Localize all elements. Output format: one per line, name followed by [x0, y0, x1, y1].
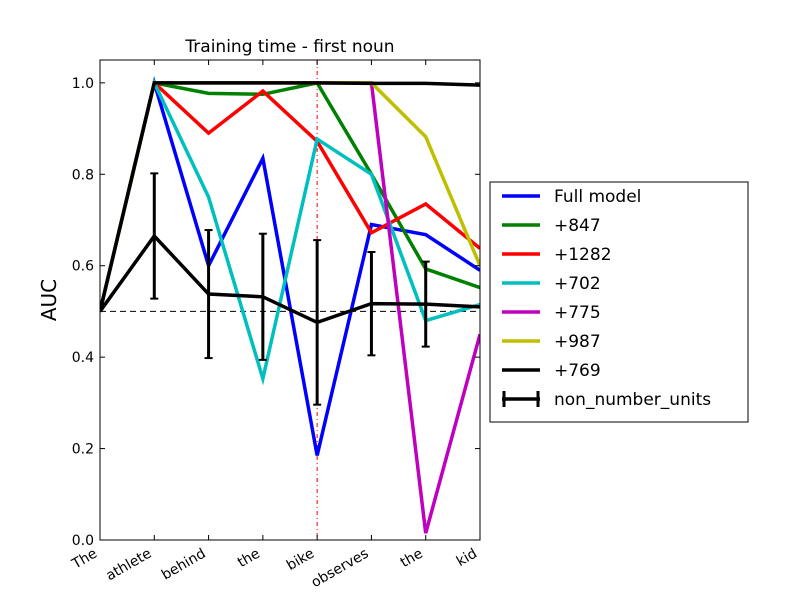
y-tick-label: 0.0	[72, 533, 94, 549]
y-tick-label: 0.8	[72, 167, 94, 183]
y-tick-label: 0.4	[72, 350, 94, 366]
legend-entry-+769: +769	[502, 361, 601, 381]
y-axis-label: AUC	[37, 279, 61, 321]
svg-text:+987: +987	[554, 332, 601, 352]
series-line-+1282	[100, 79, 480, 312]
legend-entry-+702: +702	[502, 274, 601, 294]
legend-entry-+987: +987	[502, 332, 601, 352]
y-tick-label: 0.6	[72, 259, 94, 275]
legend-entry-non_number_units: non_number_units	[502, 390, 711, 410]
y-tick-label: 1.0	[72, 76, 94, 92]
error-bar-observes	[367, 251, 376, 357]
series-line-+769	[100, 81, 480, 312]
svg-text:+769: +769	[554, 361, 601, 381]
series-line-+702	[100, 77, 480, 386]
legend-entry-+847: +847	[502, 216, 601, 236]
legend: Full model +847 +1282 +702 +775 +987 +769 non_n…	[489, 181, 749, 423]
svg-text:+847: +847	[554, 216, 601, 236]
series-line-+847	[100, 80, 480, 312]
legend-entry-+1282: +1282	[502, 245, 612, 265]
plot-frame	[99, 59, 481, 541]
y-tick-label: 0.2	[72, 442, 94, 458]
svg-text:+775: +775	[554, 303, 601, 323]
legend-entry-Full model: Full model	[502, 187, 641, 207]
series-line-Full model	[100, 76, 480, 456]
chart-title: Training time - first noun	[184, 37, 394, 57]
plot-content	[100, 60, 480, 540]
legend-box	[489, 181, 749, 423]
svg-text:+702: +702	[554, 274, 601, 294]
error-bar-bike	[313, 239, 322, 406]
svg-text:non_number_units: non_number_units	[554, 390, 711, 410]
error-bar-behind	[204, 229, 213, 360]
error-series-line	[100, 233, 480, 325]
error-bar-athlete	[150, 172, 159, 300]
error-bar-the	[421, 260, 430, 348]
plot-area	[100, 60, 480, 540]
legend-entry-+775: +775	[502, 303, 601, 323]
error-bar-the	[258, 232, 267, 361]
svg-text:Full model: Full model	[554, 187, 641, 207]
svg-text:+1282: +1282	[554, 245, 612, 265]
